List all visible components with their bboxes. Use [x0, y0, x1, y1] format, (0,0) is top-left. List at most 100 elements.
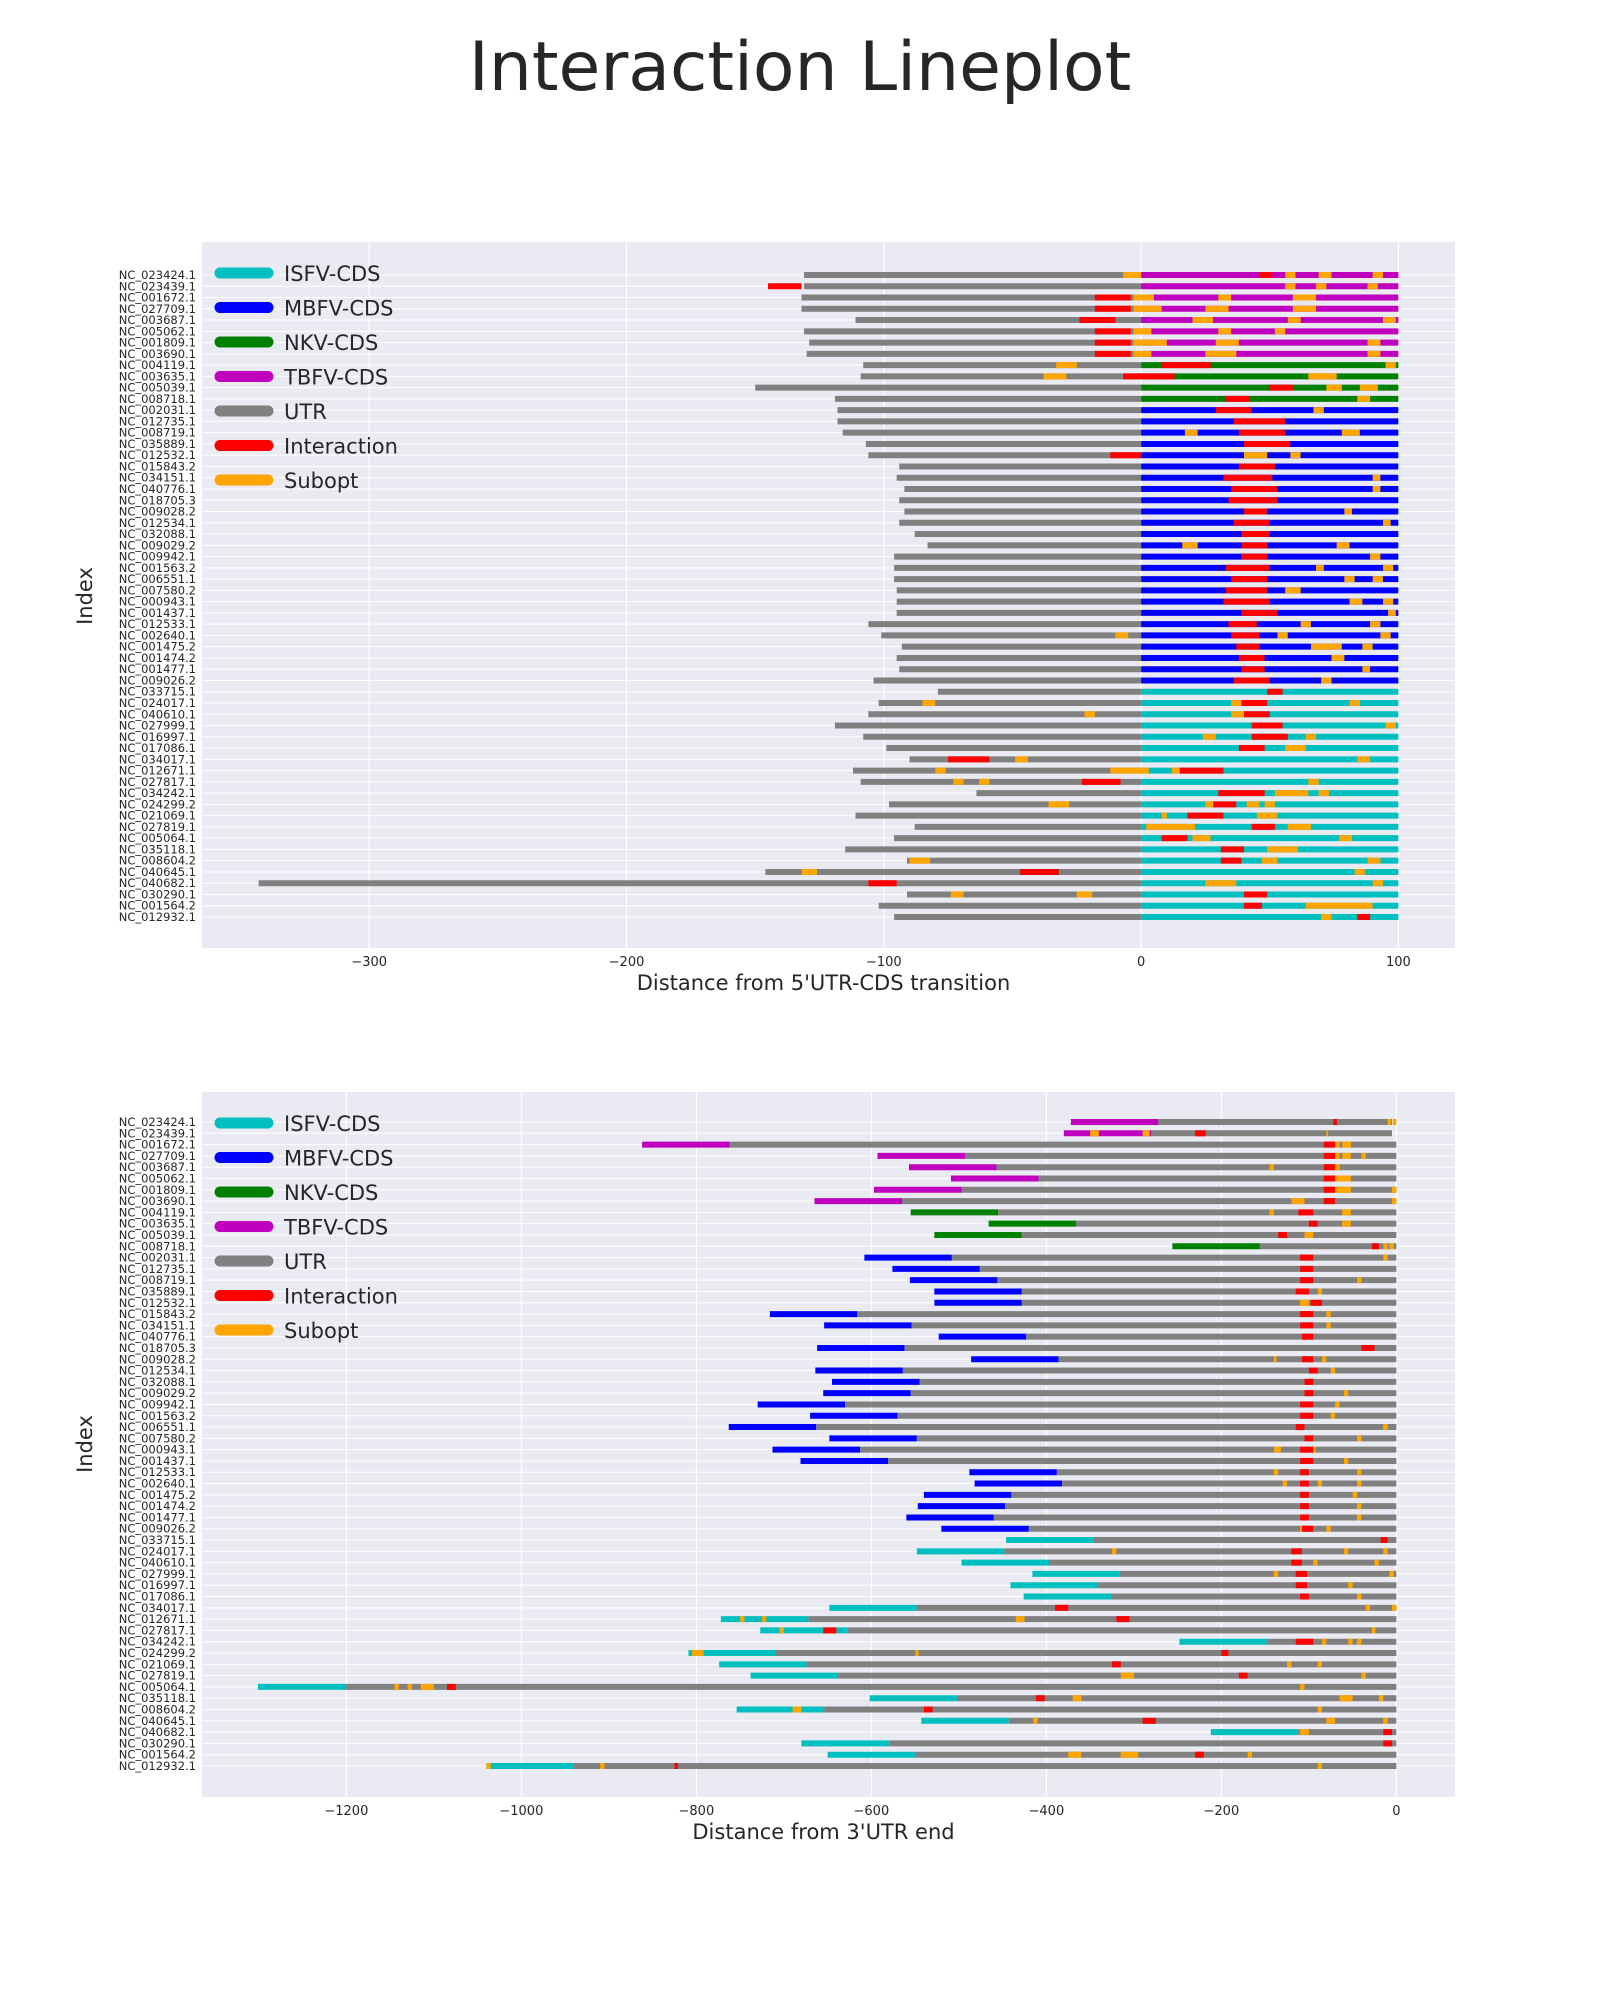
legend: ISFV-CDS MBFV-CDS NKV-CDS TBFV-CDS UTR Intera… — [214, 1112, 398, 1343]
y-tick-label: NC_012533.1 — [119, 1465, 196, 1479]
x-tick-label: −200 — [609, 955, 645, 970]
y-tick-label: NC_002640.1 — [119, 628, 196, 642]
y-tick-label: NC_015843.2 — [119, 1307, 196, 1321]
y-tick-label: NC_027999.1 — [119, 1567, 196, 1581]
y-tick-label: NC_005039.1 — [119, 381, 196, 395]
y-tick-label: NC_003635.1 — [119, 1217, 196, 1231]
y-tick-label: NC_008719.1 — [119, 1273, 196, 1287]
y-tick-label: NC_009028.2 — [119, 1352, 196, 1366]
y-tick-label: NC_008718.1 — [119, 1239, 196, 1253]
y-tick-label: NC_032088.1 — [119, 1375, 196, 1389]
y-tick-label: NC_018705.3 — [119, 1341, 196, 1355]
y-tick-label: NC_009029.2 — [119, 1386, 196, 1400]
x-tick-label: −800 — [679, 1804, 715, 1819]
y-tick-label: NC_009942.1 — [119, 1397, 196, 1411]
y-tick-label: NC_035889.1 — [119, 437, 196, 451]
y-tick-label: NC_035118.1 — [119, 842, 196, 856]
legend-label: TBFV-CDS — [283, 366, 388, 390]
y-tick-label: NC_027709.1 — [119, 1149, 196, 1163]
y-tick-label: NC_000943.1 — [119, 595, 196, 609]
y-tick-label: NC_003690.1 — [119, 1194, 196, 1208]
y-tick-label: NC_021069.1 — [119, 1657, 196, 1671]
y-tick-label: NC_005064.1 — [119, 1680, 196, 1694]
legend: ISFV-CDS MBFV-CDS NKV-CDS TBFV-CDS UTR Intera… — [214, 262, 398, 493]
legend-label: UTR — [284, 400, 327, 424]
x-tick-label: −600 — [854, 1804, 890, 1819]
x-tick-label: −1000 — [499, 1804, 543, 1819]
legend-label: ISFV-CDS — [284, 1112, 380, 1136]
plot-area — [202, 242, 1455, 948]
y-tick-label: NC_027817.1 — [119, 775, 196, 789]
y-tick-label: NC_023439.1 — [119, 1126, 196, 1140]
y-tick-label: NC_005062.1 — [119, 324, 196, 338]
y-tick-label: NC_015843.2 — [119, 459, 196, 473]
y-tick-label: NC_001437.1 — [119, 606, 196, 620]
y-tick-label: NC_024017.1 — [119, 696, 196, 710]
y-tick-label: NC_012932.1 — [119, 1759, 196, 1773]
y-tick-label: NC_006551.1 — [119, 572, 196, 586]
y-tick-label: NC_032088.1 — [119, 527, 196, 541]
x-tick-label: −100 — [866, 955, 902, 970]
panel-bottom: −1200 −1000 −800 −600 −400 −200 0NC_023424.1NC… — [73, 1092, 1455, 1844]
plot-area — [202, 1092, 1455, 1797]
y-tick-label: NC_024017.1 — [119, 1544, 196, 1558]
y-tick-label: NC_027709.1 — [119, 302, 196, 316]
y-tick-label: NC_012735.1 — [119, 1262, 196, 1276]
y-tick-label: NC_001563.2 — [119, 561, 196, 575]
y-tick-label: NC_002640.1 — [119, 1477, 196, 1491]
x-tick-label: −400 — [1029, 1804, 1065, 1819]
y-tick-label: NC_009029.2 — [119, 538, 196, 552]
y-tick-label: NC_008604.2 — [119, 1703, 196, 1717]
y-tick-label: NC_012671.1 — [119, 764, 196, 778]
y-tick-label: NC_035118.1 — [119, 1691, 196, 1705]
legend-label: MBFV-CDS — [284, 297, 393, 321]
y-tick-label: NC_040645.1 — [119, 865, 196, 879]
y-tick-label: NC_034151.1 — [119, 471, 196, 485]
y-tick-label: NC_009026.2 — [119, 673, 196, 687]
y-tick-label: NC_034017.1 — [119, 1601, 196, 1615]
y-tick-label: NC_001672.1 — [119, 291, 196, 305]
y-tick-label: NC_034242.1 — [119, 786, 196, 800]
y-tick-label: NC_005039.1 — [119, 1228, 196, 1242]
y-tick-label: NC_006551.1 — [119, 1420, 196, 1434]
x-tick-label: −200 — [1204, 1804, 1240, 1819]
y-tick-label: NC_008718.1 — [119, 392, 196, 406]
y-tick-label: NC_007580.2 — [119, 1431, 196, 1445]
legend-label: Subopt — [284, 1319, 358, 1343]
y-tick-label: NC_001672.1 — [119, 1138, 196, 1152]
y-axis-label: Index — [73, 567, 97, 625]
y-tick-label: NC_030290.1 — [119, 887, 196, 901]
y-tick-label: NC_027819.1 — [119, 1669, 196, 1683]
y-tick-label: NC_008719.1 — [119, 426, 196, 440]
y-tick-label: NC_024299.2 — [119, 1646, 196, 1660]
y-tick-label: NC_001437.1 — [119, 1454, 196, 1468]
y-tick-label: NC_001477.1 — [119, 1510, 196, 1524]
y-tick-label: NC_012532.1 — [119, 1296, 196, 1310]
y-tick-label: NC_034242.1 — [119, 1635, 196, 1649]
y-tick-label: NC_001475.2 — [119, 1488, 196, 1502]
y-tick-label: NC_003687.1 — [119, 313, 196, 327]
y-tick-label: NC_001474.2 — [119, 1499, 196, 1513]
chart-title: Interaction Lineplot — [468, 28, 1132, 107]
y-tick-label: NC_012532.1 — [119, 448, 196, 462]
y-tick-label: NC_023424.1 — [119, 268, 196, 282]
legend-label: Interaction — [284, 435, 398, 459]
y-tick-label: NC_040610.1 — [119, 707, 196, 721]
y-tick-label: NC_040682.1 — [119, 876, 196, 890]
panel-top: −300 −200 −100 0 100NC_023424.1NC_023439.1NC… — [73, 242, 1455, 995]
y-tick-label: NC_030290.1 — [119, 1736, 196, 1750]
x-axis-label: Distance from 5'UTR-CDS transition — [637, 971, 1011, 995]
y-tick-label: NC_002031.1 — [119, 403, 196, 417]
y-tick-label: NC_001474.2 — [119, 651, 196, 665]
y-tick-label: NC_027817.1 — [119, 1623, 196, 1637]
y-tick-label: NC_018705.3 — [119, 493, 196, 507]
legend-label: NKV-CDS — [284, 1181, 378, 1205]
y-tick-label: NC_040776.1 — [119, 1330, 196, 1344]
x-tick-label: 0 — [1392, 1804, 1400, 1819]
y-tick-label: NC_040682.1 — [119, 1725, 196, 1739]
y-tick-label: NC_033715.1 — [119, 685, 196, 699]
y-tick-label: NC_017086.1 — [119, 1590, 196, 1604]
y-tick-label: NC_003690.1 — [119, 347, 196, 361]
y-axis-label: Index — [73, 1415, 97, 1473]
